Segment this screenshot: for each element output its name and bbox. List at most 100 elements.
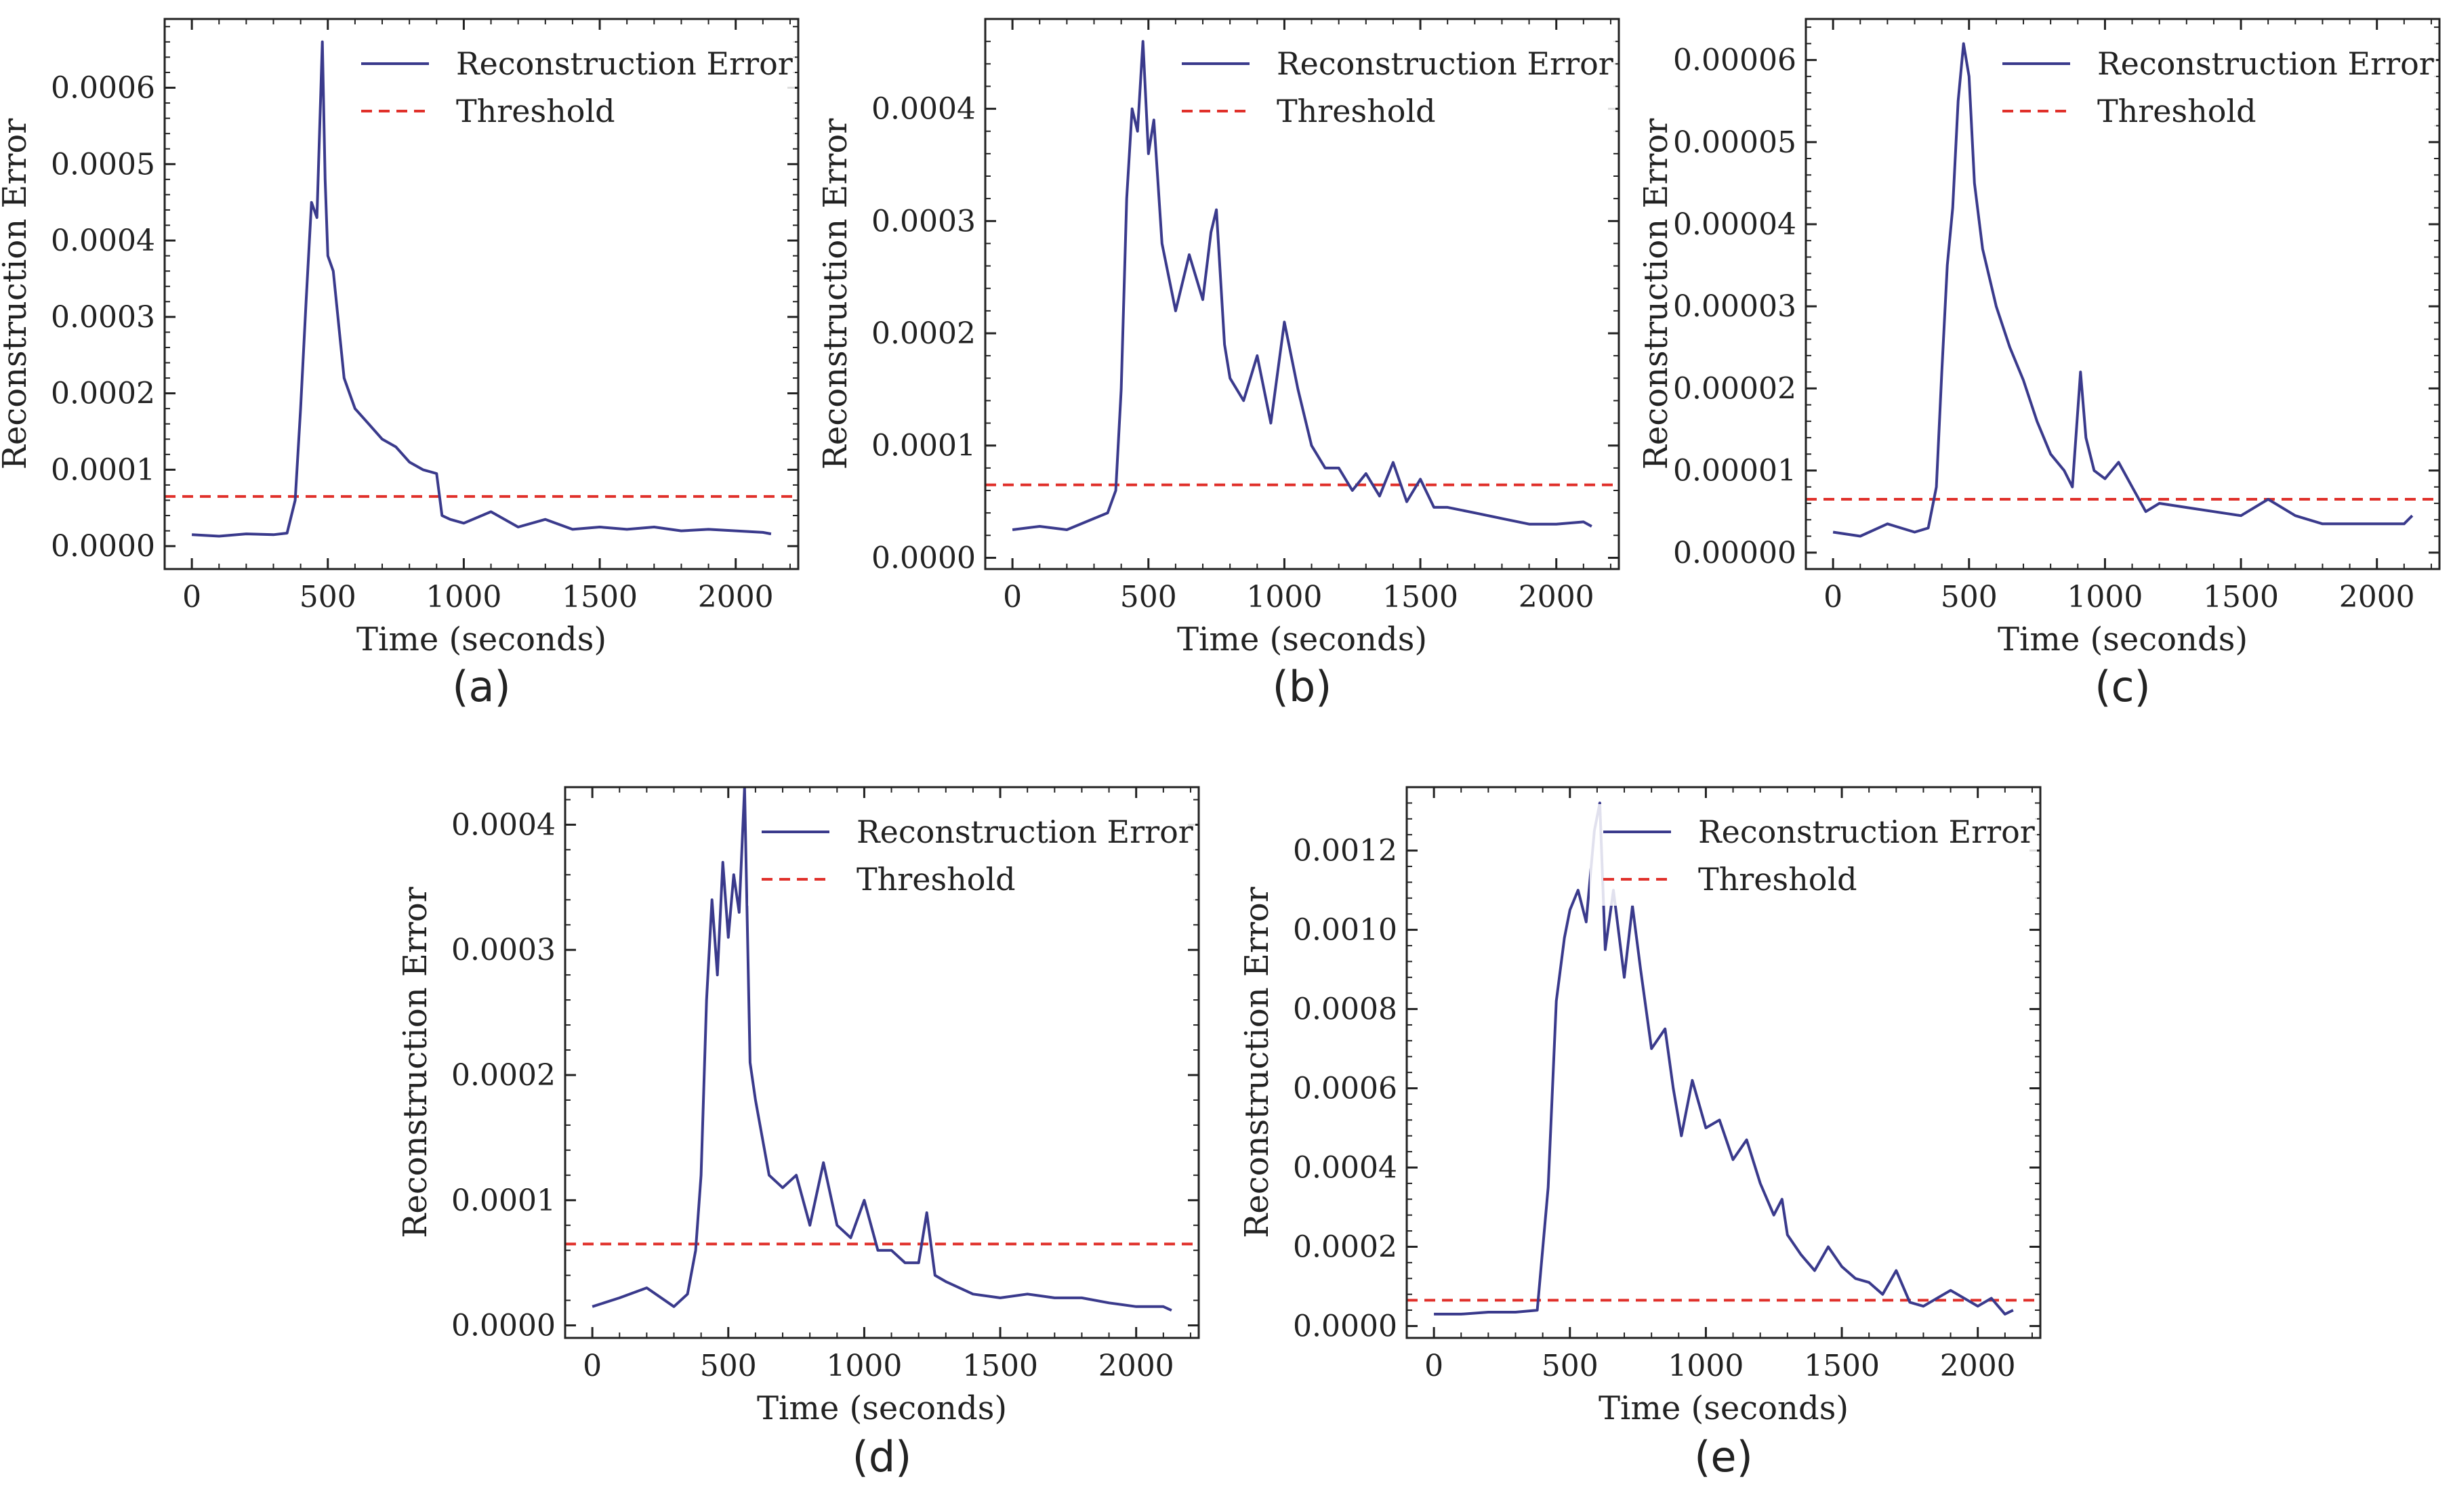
legend-box (1168, 36, 1615, 138)
chart-panel-1: 0 500 1000 1500 2000 0.0000 0.0001 0.0002 0.0003… (0, 18, 800, 711)
y-tick-label: 0.0012 (1293, 834, 1397, 868)
reconstruction-error-line (1832, 42, 2414, 538)
legend-error-label: Reconstruction Error (1698, 814, 2035, 850)
legend-error-label: Reconstruction Error (1277, 45, 1613, 82)
chart-panel-3: 0 500 1000 1500 2000 0.00000 0.00001 0.00002 0.0… (1637, 18, 2441, 711)
x-tick-label: 1000 (426, 580, 501, 614)
x-tick-label: 0 (1823, 580, 1842, 614)
y-tick-label: 0.0004 (871, 92, 976, 127)
x-tick-label: 1500 (562, 580, 638, 614)
legend-box (1989, 36, 2436, 138)
legend-threshold-label: Threshold (456, 93, 615, 129)
x-axis-label: Time (seconds) (1177, 621, 1427, 658)
chart-panel-5: 0 500 1000 1500 2000 0.0000 0.0002 0.0004 0.0006… (1238, 786, 2042, 1482)
x-tick-label: 500 (700, 1349, 757, 1383)
x-axis-label: Time (seconds) (757, 1389, 1007, 1427)
y-tick-label: 0.0010 (1293, 913, 1397, 948)
legend-threshold-label: Threshold (2097, 93, 2256, 129)
y-tick-label: 0.0005 (51, 147, 155, 182)
legend-error-label: Reconstruction Error (456, 45, 793, 82)
y-tick-label: 0.00001 (1673, 454, 1796, 488)
legend-error-label: Reconstruction Error (857, 814, 1193, 850)
plot-frame (1805, 18, 2441, 570)
chart-panel-2: 0 500 1000 1500 2000 0.0000 0.0001 0.0002 0.0003… (817, 18, 1620, 711)
y-tick-label: 0.00003 (1673, 289, 1796, 324)
legend-threshold-label: Threshold (1698, 861, 1857, 898)
x-tick-label: 1000 (1246, 580, 1322, 614)
y-tick-label: 0.0003 (51, 300, 155, 335)
x-tick-label: 2000 (2339, 580, 2415, 614)
y-tick-label: 0.00004 (1673, 207, 1796, 242)
x-tick-label: 500 (1120, 580, 1177, 614)
legend-threshold-label: Threshold (1277, 93, 1436, 129)
reconstruction-error-line (1012, 40, 1592, 531)
x-axis-label: Time (seconds) (1599, 1389, 1849, 1427)
plot-frame (163, 18, 800, 570)
x-tick-label: 500 (1941, 580, 1998, 614)
y-tick-label: 0.00002 (1673, 371, 1796, 406)
y-tick-label: 0.0004 (451, 807, 556, 842)
y-tick-label: 0.0003 (451, 933, 556, 967)
legend-box (748, 804, 1195, 906)
legend-box (348, 36, 795, 138)
y-tick-label: 0.0006 (1293, 1072, 1397, 1106)
x-tick-label: 1500 (1804, 1349, 1880, 1383)
y-axis-label: Reconstruction Error (817, 119, 854, 469)
y-tick-label: 0.00005 (1673, 125, 1796, 160)
x-tick-label: 1500 (962, 1349, 1038, 1383)
y-tick-label: 0.0004 (51, 224, 155, 258)
x-tick-label: 0 (1424, 1349, 1443, 1383)
y-tick-label: 0.0002 (451, 1058, 556, 1093)
legend-error-label: Reconstruction Error (2097, 45, 2434, 82)
y-tick-label: 0.0000 (1293, 1309, 1397, 1343)
y-tick-label: 0.00006 (1673, 43, 1796, 78)
panel-label: (d) (852, 1432, 912, 1482)
plot-frame (564, 786, 1200, 1339)
x-tick-label: 1000 (1668, 1349, 1744, 1383)
y-tick-label: 0.0000 (871, 541, 976, 575)
panel-label: (b) (1273, 662, 1332, 711)
plot-frame (984, 18, 1620, 570)
panel-label: (e) (1694, 1432, 1753, 1482)
y-axis-label: Reconstruction Error (1637, 119, 1675, 469)
y-tick-label: 0.0001 (51, 453, 155, 487)
x-tick-label: 1000 (2067, 580, 2143, 614)
y-tick-label: 0.0001 (451, 1183, 556, 1218)
y-tick-label: 0.0002 (51, 377, 155, 411)
legend-threshold-label: Threshold (857, 861, 1016, 898)
y-axis-label: Reconstruction Error (396, 887, 434, 1238)
legend-box (1590, 804, 2037, 906)
x-axis-label: Time (seconds) (356, 621, 606, 658)
y-tick-label: 0.0001 (871, 429, 976, 463)
x-axis-label: Time (seconds) (1998, 621, 2248, 658)
reconstruction-error-line (592, 787, 1172, 1312)
x-tick-label: 0 (1003, 580, 1022, 614)
y-tick-label: 0.0003 (871, 204, 976, 238)
x-tick-label: 500 (300, 580, 356, 614)
y-tick-label: 0.0000 (51, 529, 155, 564)
x-tick-label: 500 (1542, 1349, 1599, 1383)
panel-label: (a) (452, 662, 510, 711)
reconstruction-error-line (1434, 801, 2014, 1316)
reconstruction-error-line (191, 40, 772, 538)
plot-frame (1405, 786, 2042, 1339)
y-axis-label: Reconstruction Error (0, 119, 34, 469)
y-tick-label: 0.0000 (451, 1309, 556, 1343)
x-tick-label: 0 (182, 580, 201, 614)
panel-label: (c) (2095, 662, 2150, 711)
y-tick-label: 0.00000 (1673, 536, 1796, 570)
x-tick-label: 2000 (698, 580, 774, 614)
x-tick-label: 2000 (1098, 1349, 1174, 1383)
y-tick-label: 0.0002 (1293, 1230, 1397, 1264)
x-tick-label: 1500 (1382, 580, 1458, 614)
x-tick-label: 1000 (826, 1349, 902, 1383)
y-axis-label: Reconstruction Error (1238, 887, 1276, 1238)
y-tick-label: 0.0008 (1293, 992, 1397, 1027)
y-tick-label: 0.0004 (1293, 1150, 1397, 1185)
chart-panel-4: 0 500 1000 1500 2000 0.0000 0.0001 0.0002 0.0003… (396, 786, 1200, 1482)
x-tick-label: 2000 (1940, 1349, 2016, 1383)
y-tick-label: 0.0006 (51, 71, 155, 106)
y-tick-label: 0.0002 (871, 316, 976, 351)
x-tick-label: 2000 (1519, 580, 1594, 614)
